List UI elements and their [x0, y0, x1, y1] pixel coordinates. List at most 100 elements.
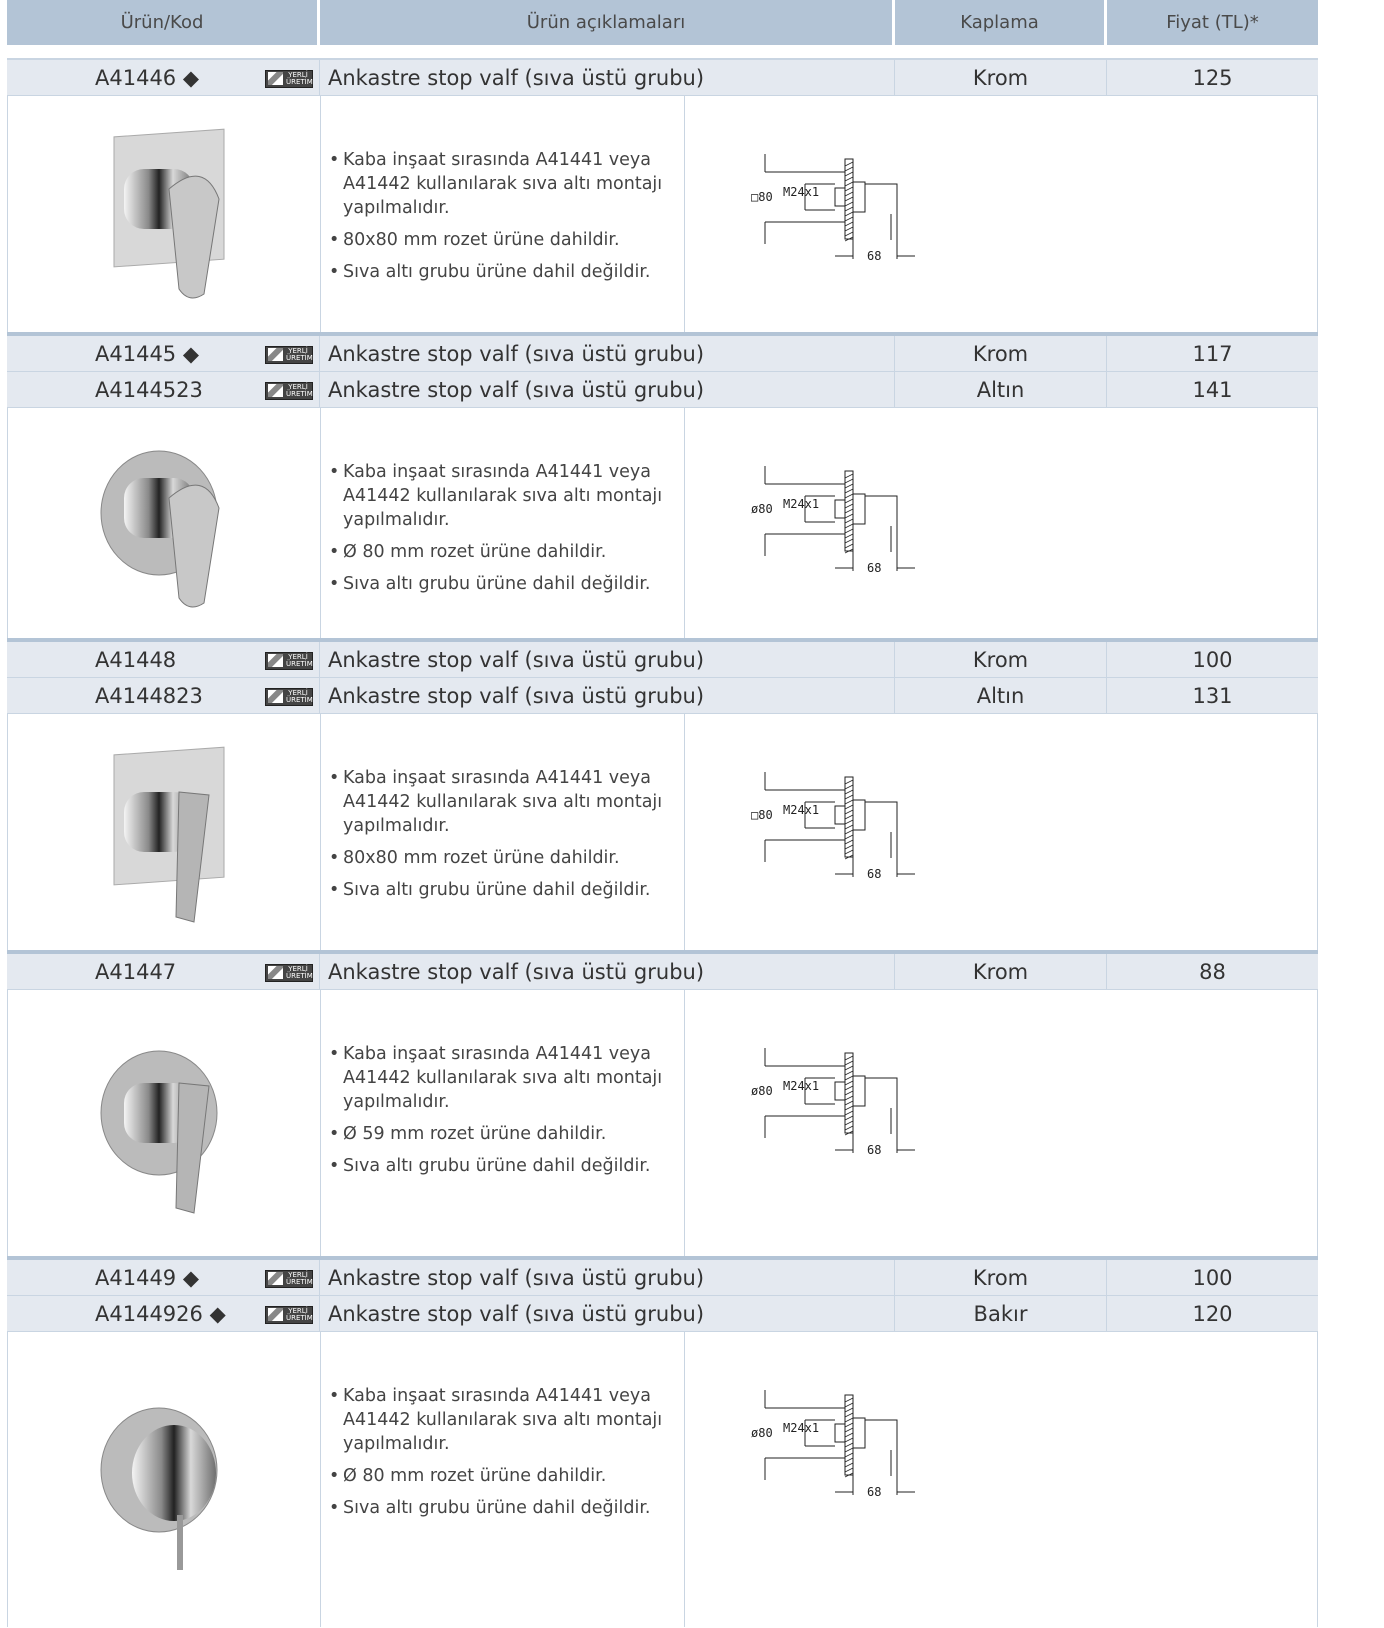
- product-row: A4144926 ◆ YERLİ ÜRETİM Ankastre stop valf…: [7, 1296, 1318, 1332]
- product-code: A4144523: [95, 377, 203, 402]
- drawing-line: [844, 493, 854, 499]
- note: Sıva altı grubu ürüne dahil değildir.: [329, 572, 684, 596]
- drawing-line: [844, 1427, 854, 1433]
- drawing-line: [844, 523, 854, 529]
- drawing-line: [844, 814, 854, 820]
- finish-cell: Krom: [895, 60, 1107, 95]
- drawing-line: [844, 1397, 854, 1403]
- drawing-line: [844, 211, 854, 217]
- group-separator: [7, 638, 1318, 642]
- finish-cell: Krom: [895, 336, 1107, 371]
- faucet-image: [100, 1050, 218, 1214]
- thread-dim: M24x1: [783, 185, 819, 199]
- thread-dim: M24x1: [783, 1079, 819, 1093]
- product-notes: Kaba inşaat sırasında A41441 veya A41442…: [321, 714, 685, 950]
- drawing-line: [844, 849, 854, 855]
- drawing-line: [844, 1095, 854, 1101]
- product-detail: Kaba inşaat sırasında A41441 veya A41442…: [7, 714, 1318, 950]
- lever-outline: [865, 183, 898, 244]
- drawing-line: [844, 1080, 854, 1086]
- product-code: A41447: [95, 959, 177, 984]
- drawing-line: [844, 513, 854, 519]
- drawing-line: [844, 829, 854, 835]
- product-row: A41447 YERLİ ÜRETİM Ankastre stop valf (sı…: [7, 954, 1318, 990]
- code-cell: A41448 YERLİ ÜRETİM: [7, 642, 320, 677]
- drawing-line: [844, 789, 854, 795]
- product-photo: [8, 96, 321, 332]
- drawing-line: [844, 528, 854, 534]
- price-cell: 100: [1192, 1265, 1233, 1290]
- drawing-line: [844, 518, 854, 524]
- faucet-image: [100, 1407, 218, 1570]
- note: 80x80 mm rozet ürüne dahildir.: [329, 228, 684, 252]
- spacer: [7, 45, 1318, 60]
- description-cell: Ankastre stop valf (sıva üstü grubu): [320, 1296, 895, 1331]
- note: Kaba inşaat sırasında A41441 veya A41442…: [329, 1384, 684, 1456]
- description-cell: Ankastre stop valf (sıva üstü grubu): [320, 642, 895, 677]
- drawing-line: [844, 181, 854, 187]
- lever-outline: [865, 1419, 898, 1480]
- product-photo: [8, 408, 321, 638]
- product-photo: [8, 990, 321, 1256]
- code-cell: A41447 YERLİ ÜRETİM: [7, 954, 320, 989]
- note: Kaba inşaat sırasında A41441 veya A41442…: [329, 148, 684, 220]
- drawing-line: [844, 206, 854, 212]
- drawing-line: [844, 483, 854, 489]
- local-production-badge: YERLİ ÜRETİM: [265, 964, 313, 982]
- product-code: A41449 ◆: [95, 1265, 199, 1290]
- technical-drawing: □80 M24x1 68: [685, 714, 1317, 950]
- product-code: A41448: [95, 647, 177, 672]
- rosette-dim: ø80: [751, 1084, 773, 1098]
- drawing-line: [844, 196, 854, 202]
- drawing-line: [844, 1472, 854, 1478]
- body: [852, 181, 866, 213]
- drawing-line: [844, 1407, 854, 1413]
- drawing-line: [844, 191, 854, 197]
- nut: [834, 805, 846, 825]
- description-cell: Ankastre stop valf (sıva üstü grubu): [320, 1260, 895, 1295]
- description-cell: Ankastre stop valf (sıva üstü grubu): [320, 954, 895, 989]
- code-cell: A4144523 YERLİ ÜRETİM: [7, 372, 320, 407]
- code-cell: A41449 ◆ YERLİ ÜRETİM: [7, 1260, 320, 1295]
- thread-dim: M24x1: [783, 1421, 819, 1435]
- drawing-line: [844, 1452, 854, 1458]
- table-header: Ürün/Kod Ürün açıklamaları Kaplama Fiyat (T…: [7, 0, 1318, 45]
- product-row: A4144823 YERLİ ÜRETİM Ankastre stop valf (…: [7, 678, 1318, 714]
- lever: [175, 1082, 210, 1214]
- drawing-line: [844, 226, 854, 232]
- drawing-line: [844, 538, 854, 544]
- drawing-line: [844, 1085, 854, 1091]
- drawing-line: [844, 221, 854, 227]
- drawing-line: [844, 804, 854, 810]
- price-cell: 141: [1192, 377, 1233, 402]
- drawing-line: [844, 216, 854, 222]
- drawing-line: [844, 166, 854, 172]
- drawing-line: [844, 834, 854, 840]
- drawing-line: [844, 548, 854, 554]
- dimension-drawing: □80 M24x1 68: [751, 154, 915, 263]
- drawing-line: [844, 1110, 854, 1116]
- drawing-line: [844, 543, 854, 549]
- lever: [168, 175, 220, 299]
- lever: [177, 1514, 183, 1570]
- faucet-image: [113, 128, 225, 299]
- drawing-line: [844, 1402, 854, 1408]
- nut: [834, 187, 846, 207]
- drawing-line: [844, 508, 854, 514]
- drawing-line: [844, 1105, 854, 1111]
- note: Kaba inşaat sırasında A41441 veya A41442…: [329, 460, 684, 532]
- drawing-line: [844, 231, 854, 237]
- product-row: A4144523 YERLİ ÜRETİM Ankastre stop valf (…: [7, 372, 1318, 408]
- product-row: A41445 ◆ YERLİ ÜRETİM Ankastre stop valf (…: [7, 336, 1318, 372]
- note: Sıva altı grubu ürüne dahil değildir.: [329, 1496, 684, 1520]
- finish-cell: Krom: [895, 954, 1107, 989]
- code-cell: A4144823 YERLİ ÜRETİM: [7, 678, 320, 713]
- lever: [168, 484, 220, 608]
- drawing-line: [844, 819, 854, 825]
- drawing-line: [844, 784, 854, 790]
- drawing-line: [844, 1065, 854, 1071]
- code-cell: A41445 ◆ YERLİ ÜRETİM: [7, 336, 320, 371]
- note: Sıva altı grubu ürüne dahil değildir.: [329, 878, 684, 902]
- faucet-image: [113, 746, 225, 923]
- drawing-line: [844, 1417, 854, 1423]
